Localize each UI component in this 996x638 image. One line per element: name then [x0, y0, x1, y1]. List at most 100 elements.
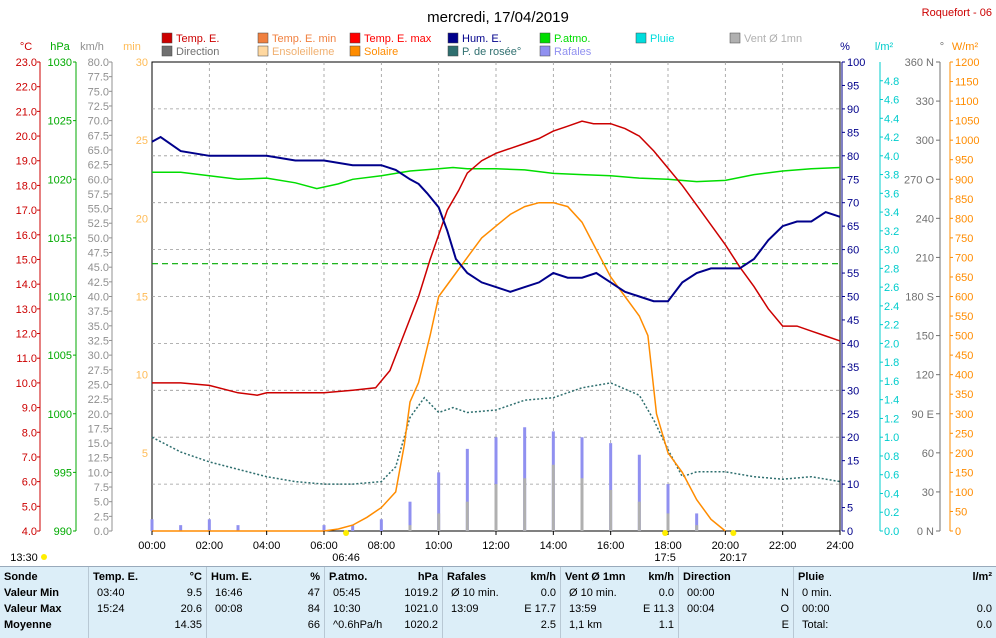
direction-axis-tick-label: 180 S — [905, 292, 934, 304]
direction-axis-tick-label: 240 — [916, 213, 934, 225]
humidity-axis-tick-label: 70 — [847, 198, 859, 210]
temp-axis-tick-label: 6.0 — [22, 477, 37, 489]
rain-axis-tick-label: 3.8 — [884, 170, 899, 182]
solar-axis-tick-label: 700 — [955, 252, 973, 264]
rain-axis-tick-label: 1.6 — [884, 376, 899, 388]
wind-axis-tick-label: 72.5 — [88, 101, 109, 113]
temp-axis-tick-label: 18.0 — [16, 180, 37, 192]
summary-cell-row: 0 min. — [798, 587, 992, 603]
wind-axis-tick-label: 75.0 — [88, 86, 109, 98]
rain-axis-tick-label: 1.0 — [884, 432, 899, 444]
axis-unit-label: min — [123, 41, 141, 53]
pressure-axis-tick-label: 1030 — [48, 57, 72, 69]
humidity-axis-tick-label: 10 — [847, 479, 859, 491]
solar-axis-tick-label: 650 — [955, 272, 973, 284]
x-tick-label: 08:00 — [368, 540, 396, 552]
axis-unit-label: ° — [940, 41, 944, 53]
summary-header-label: Rafales — [447, 571, 487, 583]
sun-mark-dot — [343, 530, 350, 536]
solar-axis-tick-label: 1000 — [955, 135, 979, 147]
wind-axis-tick-label: 55.0 — [88, 204, 109, 216]
summary-header-label: Pluie — [798, 571, 825, 583]
humidity-axis-tick-label: 85 — [847, 127, 859, 139]
axis-unit-labels: °C hPa km/h min% l/m² ° W/m² — [20, 41, 979, 53]
pressure-axis-tick-label: 1005 — [48, 350, 72, 362]
pressure-axis-tick-label: 995 — [54, 467, 72, 479]
solar-axis-tick-label: 1200 — [955, 57, 979, 69]
summary-column-header: Vent Ø 1mn km/h — [565, 571, 674, 587]
sun-mark-label: 13:30 — [10, 552, 38, 564]
direction-axis-tick-label: 360 N — [905, 57, 934, 69]
legend-label: Rafales — [554, 46, 592, 58]
humidity-axis-tick-label: 5 — [847, 503, 853, 515]
summary-column-header: P.atmo. hPa — [329, 571, 438, 587]
series-line-temp-e — [152, 120, 841, 396]
summary-cell-value: 47 — [307, 587, 320, 599]
summary-cell-time: 16:46 — [215, 587, 243, 599]
temp-axis-tick-label: 10.0 — [16, 378, 37, 390]
rain-axis-tick-label: 3.4 — [884, 207, 899, 219]
sun-axis-tick-label: 15 — [136, 292, 148, 304]
wind-axis-tick-label: 52.5 — [88, 218, 109, 230]
summary-cell-time: Total: — [802, 619, 829, 631]
humidity-axis-tick-label: 95 — [847, 80, 859, 92]
wind-axis-tick-label: 0.0 — [94, 526, 109, 538]
summary-header-unit: % — [310, 571, 320, 583]
summary-header-label: Temp. E. — [93, 571, 139, 583]
temp-axis-tick-label: 17.0 — [16, 205, 37, 217]
axis-unit-label: °C — [20, 41, 32, 53]
wind-axis-tick-label: 40.0 — [88, 292, 109, 304]
temp-axis-tick-label: 7.0 — [22, 452, 37, 464]
legend-label: Ensoleilleme — [272, 46, 334, 58]
summary-cell-time: 0 min. — [802, 587, 832, 599]
direction-axis-tick-label: 60 — [922, 448, 934, 460]
rain-axis-tick-label: 2.6 — [884, 282, 899, 294]
temp-axis-tick-label: 11.0 — [16, 353, 37, 365]
sun-mark-label: 20:17 — [720, 552, 748, 564]
summary-row-label: Valeur Max — [4, 603, 62, 615]
summary-header-unit: hPa — [417, 571, 438, 583]
summary-cell-row: 00:04 O — [683, 603, 789, 619]
pressure-axis-tick-label: 1000 — [48, 409, 72, 421]
summary-row-label: Moyenne — [4, 619, 52, 631]
solar-axis-tick-label: 400 — [955, 370, 973, 382]
summary-header-unit: l/m² — [972, 571, 992, 583]
summary-table: Sonde Valeur Min Valeur Max Moyenne Temp. E.… — [0, 566, 996, 638]
summary-cell-row: 66 — [211, 619, 320, 635]
wind-axis-tick-label: 70.0 — [88, 116, 109, 128]
wind-axis-tick-label: 27.5 — [88, 365, 109, 377]
direction-axis-tick-label: 300 — [916, 135, 934, 147]
rain-axis-tick-label: 1.4 — [884, 395, 899, 407]
sun-mark-dot — [662, 530, 669, 536]
wind-axis-tick-label: 15.0 — [88, 438, 109, 450]
x-tick-label: 00:00 — [138, 540, 166, 552]
wind-axis-tick-label: 7.5 — [94, 482, 109, 494]
axes: 00:00 02:00 04:00 06:00 08:00 10:00 12:00 14:00… — [16, 57, 980, 552]
rain-axis-tick-label: 3.6 — [884, 188, 899, 200]
direction-axis-tick-label: 330 — [916, 96, 934, 108]
summary-header-label: Vent Ø 1mn — [565, 571, 626, 583]
rain-axis-tick-label: 0.0 — [884, 526, 899, 538]
x-tick-label: 02:00 — [196, 540, 224, 552]
sun-mark-dot — [41, 554, 47, 560]
summary-cell-row: 00:00 N — [683, 587, 789, 603]
humidity-axis-tick-label: 20 — [847, 432, 859, 444]
summary-cell-time: 03:40 — [97, 587, 125, 599]
summary-column: Temp. E. °C 03:40 9.5 15:24 20.6 14.35 — [88, 567, 206, 638]
humidity-axis-tick-label: 65 — [847, 221, 859, 233]
rain-axis-tick-label: 2.8 — [884, 263, 899, 275]
legend-swatch — [161, 45, 173, 57]
summary-cell-row: 13:59 E 11.3 — [565, 603, 674, 619]
solar-axis-tick-label: 900 — [955, 174, 973, 186]
solar-axis-tick-label: 250 — [955, 428, 973, 440]
rain-axis-tick-label: 0.6 — [884, 470, 899, 482]
summary-cell-row: 2.5 — [447, 619, 556, 635]
sun-axis-tick-label: 25 — [136, 135, 148, 147]
solar-axis-tick-label: 150 — [955, 467, 973, 479]
temp-axis-tick-label: 20.0 — [16, 131, 37, 143]
summary-row-label: Sonde — [4, 571, 38, 583]
solar-axis-tick-label: 500 — [955, 331, 973, 343]
sun-mark-dot — [730, 530, 737, 536]
legend-swatch — [161, 32, 173, 44]
rain-axis-tick-label: 4.4 — [884, 113, 899, 125]
